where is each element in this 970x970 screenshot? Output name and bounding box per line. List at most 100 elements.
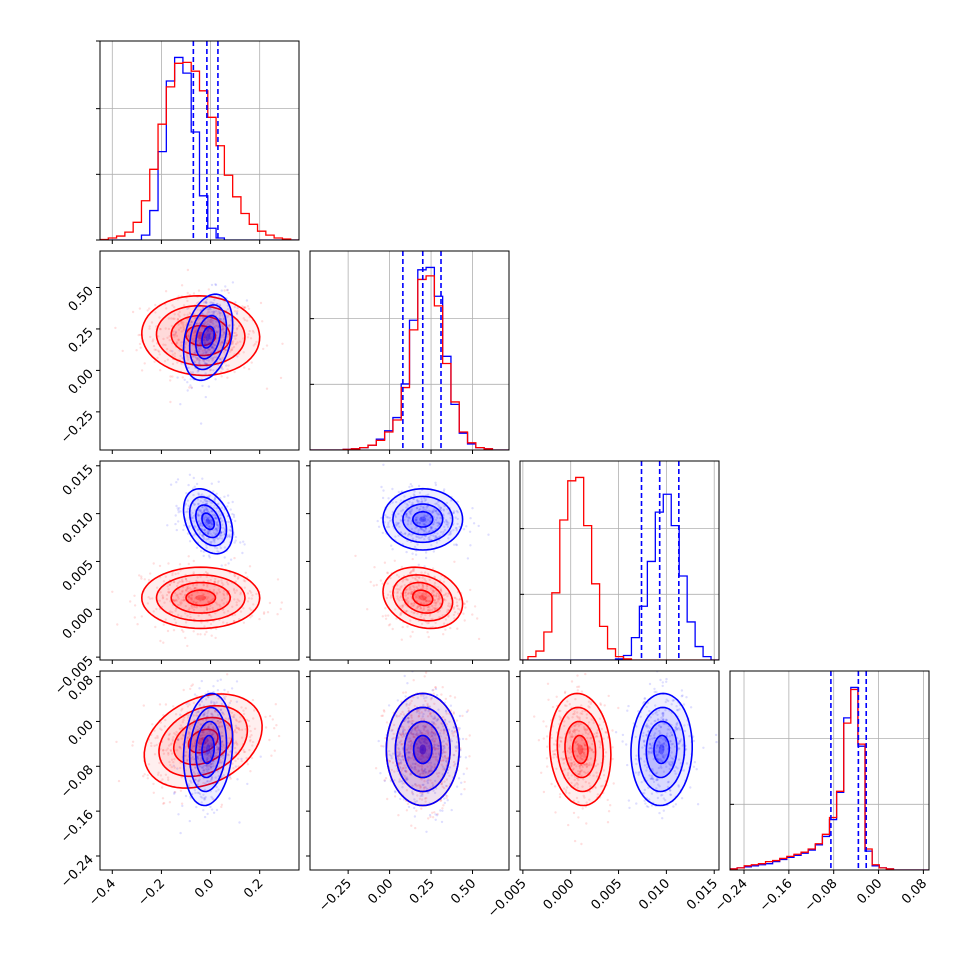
scatter-point (465, 710, 469, 714)
scatter-point (198, 519, 201, 523)
scatter-point (250, 756, 254, 760)
scatter-point (252, 603, 255, 606)
scatter-point (211, 606, 214, 610)
scatter-point (140, 575, 143, 578)
scatter-point (219, 318, 222, 321)
scatter-point (231, 342, 234, 345)
scatter-point (203, 815, 207, 819)
scatter-point (213, 541, 216, 544)
scatter-point (406, 625, 409, 628)
density-fill-blue (195, 505, 221, 538)
scatter-point (168, 590, 171, 594)
scatter-point (412, 569, 415, 573)
scatter-point (226, 339, 229, 343)
scatter-point (166, 524, 169, 527)
scatter-point (187, 595, 190, 598)
scatter-point (409, 571, 412, 574)
scatter-point (376, 519, 379, 523)
scatter-point (229, 508, 232, 511)
scatter-point (169, 610, 172, 613)
scatter-point (432, 550, 435, 553)
scatter-point (430, 544, 433, 547)
scatter-point (418, 576, 421, 580)
scatter-point (415, 518, 418, 522)
scatter-point (226, 368, 229, 371)
scatter-point (228, 324, 231, 327)
scatter-point (236, 306, 239, 310)
scatter-point (193, 503, 196, 506)
scatter-point (191, 511, 194, 515)
scatter-point (216, 520, 220, 523)
scatter-point (397, 490, 400, 494)
scatter-point (421, 501, 424, 504)
scatter-point (209, 604, 212, 607)
scatter-point (437, 598, 441, 601)
scatter-point (387, 704, 391, 707)
scatter-point (382, 745, 385, 748)
scatter-point (381, 496, 385, 500)
scatter-point (420, 500, 423, 504)
scatter-point (382, 489, 385, 492)
scatter-point (251, 594, 254, 597)
density-fill-red (156, 574, 245, 621)
scatter-point (377, 525, 381, 528)
scatter-point (236, 355, 239, 358)
scatter-point (428, 530, 431, 533)
scatter-point (626, 763, 629, 767)
scatter-point (147, 578, 151, 582)
scatter-point (661, 817, 664, 820)
scatter-point (279, 607, 282, 611)
scatter-point (434, 509, 437, 512)
scatter-point (169, 375, 172, 378)
scatter-point (400, 565, 404, 569)
scatter-point (160, 786, 164, 789)
scatter-point (206, 579, 210, 583)
scatter-point (207, 522, 210, 526)
scatter-point (222, 594, 226, 597)
scatter-point (423, 598, 426, 601)
scatter-point (182, 321, 185, 324)
scatter-point (452, 528, 455, 532)
scatter-point (204, 351, 208, 354)
scatter-point (183, 313, 186, 316)
scatter-point (210, 310, 214, 314)
histogram-red (520, 476, 719, 660)
scatter-point (199, 522, 202, 525)
scatter-point (202, 313, 205, 316)
scatter-point (217, 330, 220, 333)
scatter-point (421, 585, 424, 588)
scatter-point (389, 594, 393, 597)
scatter-point (205, 502, 209, 506)
scatter-point (205, 339, 208, 342)
scatter-point (472, 522, 476, 525)
scatter-point (173, 306, 176, 309)
scatter-point (213, 344, 216, 347)
scatter-point (462, 772, 465, 776)
scatter-point (382, 463, 385, 466)
scatter-point (186, 389, 189, 392)
scatter-point (149, 572, 152, 575)
scatter-point (187, 507, 190, 511)
scatter-point (227, 520, 230, 524)
scatter-point (249, 770, 252, 773)
scatter-point (172, 599, 175, 602)
scatter-point (424, 530, 427, 533)
scatter-point (208, 337, 212, 341)
scatter-point (381, 582, 384, 585)
scatter-point (545, 725, 548, 728)
scatter-point (179, 831, 182, 835)
scatter-point (193, 339, 196, 342)
scatter-point (175, 528, 178, 532)
scatter-point (174, 621, 178, 624)
scatter-point (193, 586, 197, 590)
scatter-point (418, 500, 421, 503)
scatter-point (372, 584, 376, 587)
scatter-point (384, 607, 387, 610)
scatter-point (220, 289, 223, 292)
scatter-point (426, 599, 429, 602)
scatter-point (199, 341, 202, 345)
scatter-point (422, 607, 425, 610)
scatter-point (207, 596, 210, 599)
scatter-point (554, 811, 557, 814)
scatter-point (207, 319, 210, 323)
